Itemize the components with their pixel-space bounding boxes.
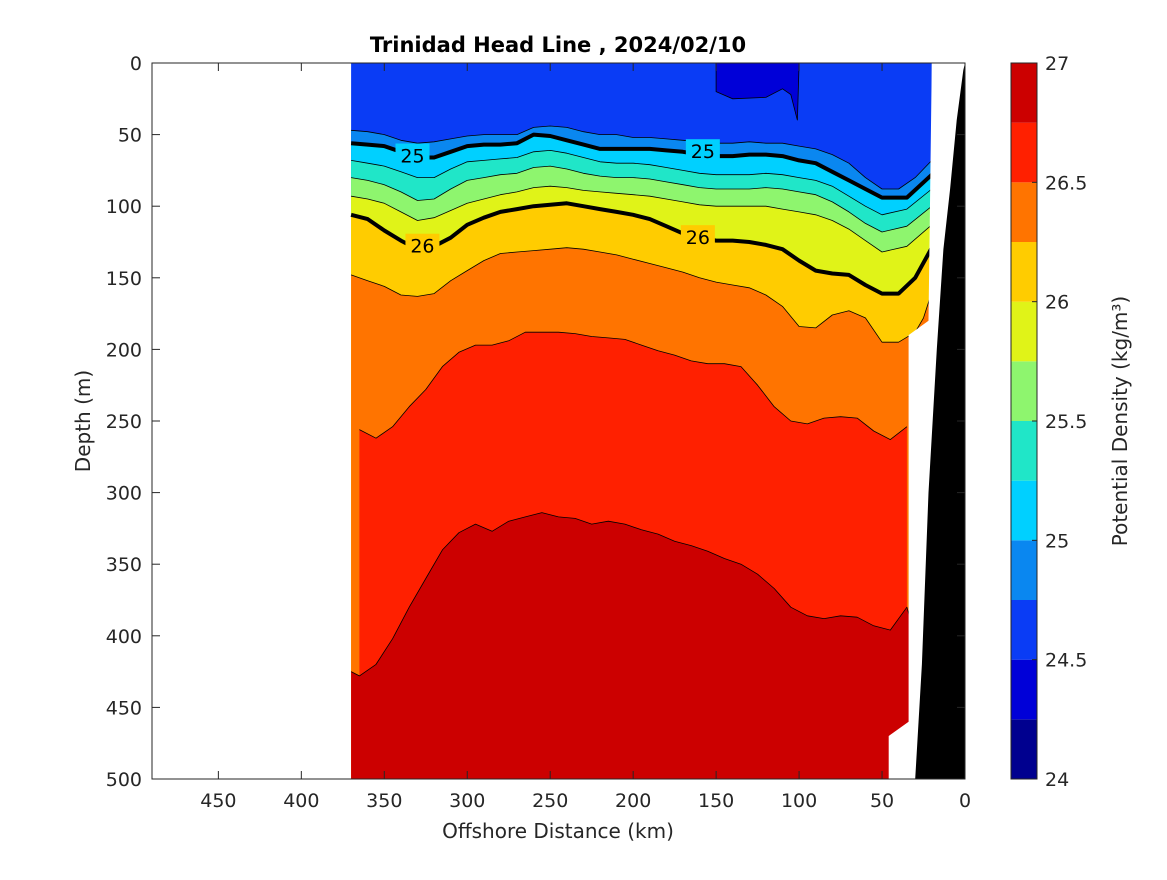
contour-lines (350, 125, 934, 677)
colorbar-segment (1011, 301, 1037, 362)
y-tick-label: 300 (106, 483, 142, 505)
colorbar-segment (1011, 540, 1037, 600)
colorbar-tick-label: 25 (1045, 530, 1069, 552)
contour-label-bg (680, 225, 715, 250)
colorbar-segment (1011, 480, 1037, 541)
contour-line-25 (350, 132, 934, 200)
x-tick-label: 450 (200, 790, 236, 812)
y-tick-label: 0 (130, 53, 142, 75)
x-axis-label: Offshore Distance (km) (442, 819, 674, 843)
colorbar-segment (1011, 63, 1037, 123)
x-tick-label: 50 (870, 790, 894, 812)
y-tick-label: 500 (106, 769, 142, 791)
y-tick-label: 50 (118, 125, 142, 147)
y-tick-label: 450 (106, 697, 142, 719)
colorbar-segment (1011, 600, 1037, 660)
y-tick-label: 250 (106, 411, 142, 433)
contour-fill-pocket (715, 63, 800, 121)
contour-line-26-5 (359, 331, 908, 441)
y-tick-label: 200 (106, 339, 142, 361)
x-tick-label: 400 (283, 790, 319, 812)
colorbar-segment (1011, 421, 1037, 481)
y-tick-label: 350 (106, 554, 142, 576)
contour-labels: 25 25 26 26 (395, 139, 720, 258)
colorbar-segment (1011, 122, 1037, 183)
colorbar-tick-label: 26.5 (1045, 172, 1087, 194)
y-axis: 0 50 100 150 200 250 300 350 400 450 500 (106, 53, 965, 791)
x-tick-label: 250 (532, 790, 568, 812)
contour-line-26-25 (350, 247, 933, 343)
contour-label: 25 (691, 141, 715, 163)
contour-label-bg (395, 143, 430, 168)
y-tick-label: 400 (106, 626, 142, 648)
y-tick-label: 150 (106, 268, 142, 290)
colorbar: 27 26.5 26 25.5 25 24.5 24 (1010, 53, 1087, 791)
contour-line-25-5 (351, 165, 933, 233)
contour-line-26 (350, 201, 934, 296)
x-tick-label: 350 (366, 790, 402, 812)
contour-label-bg (685, 139, 720, 164)
contour-line-24-75 (351, 125, 933, 190)
colorbar-tick-label: 24 (1045, 769, 1069, 791)
y-axis-label: Depth (m) (71, 370, 95, 472)
colorbar-segment (1011, 182, 1037, 242)
contour-label-bg (405, 233, 440, 258)
seafloor-profile (915, 63, 965, 779)
colorbar-segment (1011, 242, 1037, 302)
x-tick-label: 200 (615, 790, 651, 812)
colorbar-segment (1011, 361, 1037, 421)
x-tick-label: 0 (959, 790, 971, 812)
colorbar-segment (1011, 659, 1037, 720)
contour-label: 26 (686, 227, 710, 249)
x-tick-label: 100 (781, 790, 817, 812)
colorbar-tick-label: 24.5 (1045, 650, 1087, 672)
colorbar-tick-label: 26 (1045, 292, 1069, 314)
colorbar-tick-label: 25.5 (1045, 411, 1087, 433)
colorbar-segment (1011, 719, 1037, 779)
contour-line-26-75 (350, 512, 919, 677)
contour-label: 26 (410, 236, 434, 258)
contour-line-25-25 (351, 149, 933, 216)
colorbar-label: Potential Density (kg/m³) (1108, 296, 1132, 547)
y-tick-label: 100 (106, 196, 142, 218)
contour-fill-26-75 (351, 512, 919, 779)
bathymetry (888, 63, 965, 779)
contour-fills (351, 63, 932, 779)
x-tick-label: 150 (698, 790, 734, 812)
x-tick-label: 300 (449, 790, 485, 812)
contour-label: 25 (400, 146, 424, 168)
colorbar-tick-label: 27 (1045, 53, 1069, 75)
contour-line-25-75 (351, 185, 933, 253)
chart-title: Trinidad Head Line , 2024/02/10 (370, 33, 746, 57)
x-axis: 450 400 350 300 250 200 150 100 50 0 (200, 63, 971, 812)
